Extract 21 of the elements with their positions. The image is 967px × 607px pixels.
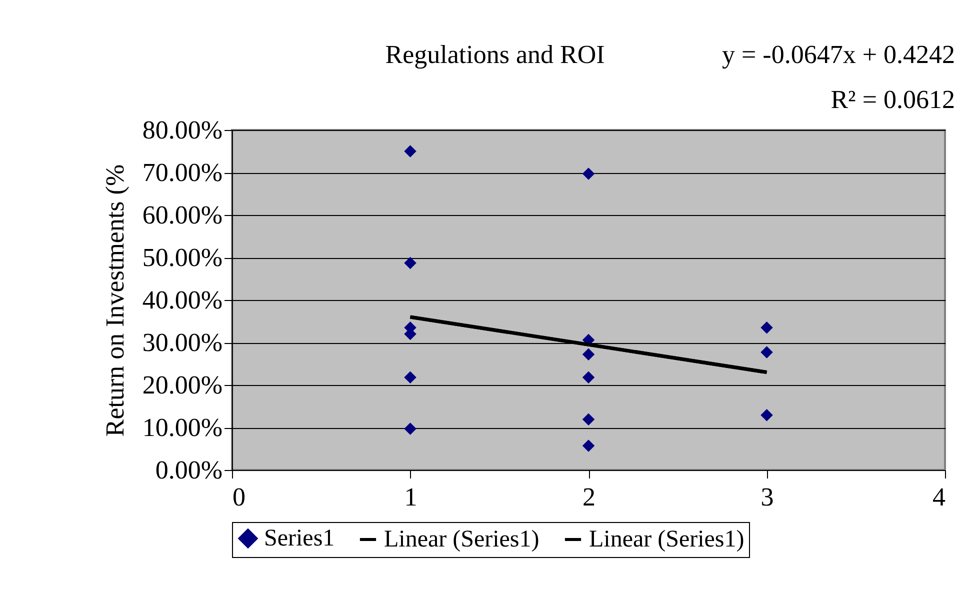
y-axis-title: Return on Investments (% — [100, 164, 130, 437]
x-tick-label: 0 — [232, 482, 246, 512]
legend-label: Linear (Series1) — [589, 526, 744, 552]
legend-label: Series1 — [264, 525, 335, 552]
x-tick-label: 1 — [404, 482, 418, 512]
text: y = -0.0647x + 0.4242 — [722, 40, 955, 69]
text: R² = 0.0612 — [830, 85, 955, 114]
chart-title: Regulations and ROI — [385, 40, 605, 69]
y-tick-label: 60.00% — [142, 200, 222, 230]
x-tick-label: 4 — [932, 482, 946, 512]
y-tick-label: 80.00% — [142, 116, 222, 144]
y-tick-label: 70.00% — [142, 158, 222, 187]
x-tick-label: 3 — [760, 482, 774, 512]
y-tick-label: 40.00% — [142, 286, 222, 314]
y-tick-label: 20.00% — [142, 370, 222, 400]
y-tick-label: 10.00% — [142, 413, 222, 442]
y-tick-label: 0.00% — [155, 456, 222, 484]
x-tick-label: 2 — [582, 482, 596, 512]
legend-label: Linear (Series1) — [384, 526, 540, 552]
y-tick-label: 30.00% — [142, 328, 222, 357]
y-tick-label: 50.00% — [142, 243, 222, 272]
